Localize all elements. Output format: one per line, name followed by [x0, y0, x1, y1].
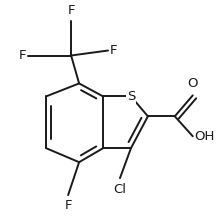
Text: F: F: [110, 44, 118, 57]
Text: OH: OH: [195, 130, 215, 143]
Text: O: O: [187, 77, 198, 91]
Text: Cl: Cl: [113, 183, 126, 196]
Text: F: F: [67, 4, 75, 17]
Text: S: S: [127, 90, 135, 103]
Text: F: F: [19, 49, 26, 62]
Text: F: F: [64, 199, 72, 212]
